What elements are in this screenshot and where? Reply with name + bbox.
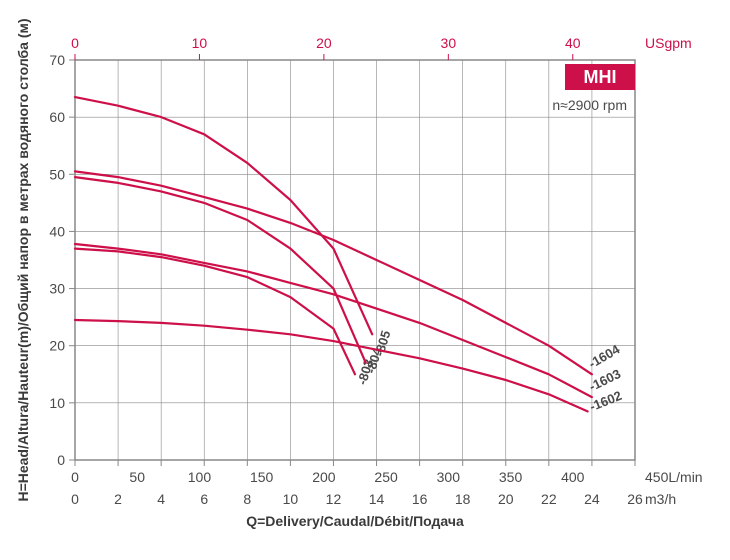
y-tick-label: 40	[49, 223, 65, 239]
x-tick-secondary-label: 300	[437, 469, 461, 485]
x-tick-primary-label: 12	[326, 491, 342, 507]
plot-frame	[75, 60, 635, 460]
x-top-tick-label: 30	[441, 35, 457, 51]
pump-curve-chart: 0102030405060700246810121416182022242605…	[0, 0, 730, 560]
y-tick-label: 50	[49, 166, 65, 182]
x-tick-primary-label: 10	[283, 491, 299, 507]
x-tick-secondary-label: 0	[71, 469, 79, 485]
rpm-info: n≈2900 rpm	[552, 97, 627, 113]
x-tick-secondary-label: 250	[374, 469, 398, 485]
y-tick-label: 30	[49, 281, 65, 297]
x-top-tick-label: 40	[565, 35, 581, 51]
x-tick-primary-label: 20	[498, 491, 514, 507]
x-tick-secondary-label: 50	[129, 469, 145, 485]
x-tick-secondary-label: 150	[250, 469, 274, 485]
y-tick-label: 0	[57, 452, 65, 468]
x-tick-secondary-label: 100	[188, 469, 212, 485]
x-unit-secondary: 450L/min	[645, 469, 703, 485]
x-top-unit: USgpm	[645, 35, 692, 51]
chart-svg: 0102030405060700246810121416182022242605…	[0, 0, 730, 560]
x-tick-secondary-label: 200	[312, 469, 336, 485]
x-top-tick-label: 20	[316, 35, 332, 51]
x-tick-primary-label: 24	[584, 491, 600, 507]
x-tick-secondary-label: 400	[561, 469, 585, 485]
x-unit-primary: m3/h	[645, 491, 676, 507]
x-tick-primary-label: 6	[200, 491, 208, 507]
x-tick-primary-label: 8	[243, 491, 251, 507]
series-label: -805	[372, 329, 394, 358]
x-tick-primary-label: 16	[412, 491, 428, 507]
x-axis-title: Q=Delivery/Caudal/Débit/Подача	[246, 513, 464, 529]
x-top-tick-label: 0	[71, 35, 79, 51]
title-badge-text: MHI	[584, 67, 617, 87]
y-tick-label: 10	[49, 395, 65, 411]
series-curve	[75, 249, 355, 375]
x-top-tick-label: 10	[192, 35, 208, 51]
y-tick-label: 60	[49, 109, 65, 125]
y-axis-title: H=Head/Altura/Hauteur(m)/Общий напор в м…	[15, 18, 31, 501]
x-tick-primary-label: 0	[71, 491, 79, 507]
x-tick-primary-label: 2	[114, 491, 122, 507]
x-tick-secondary-label: 350	[499, 469, 523, 485]
x-tick-primary-label: 22	[541, 491, 557, 507]
y-tick-label: 70	[49, 52, 65, 68]
x-tick-primary-label: 4	[157, 491, 165, 507]
x-tick-primary-label: 26	[627, 491, 643, 507]
y-tick-label: 20	[49, 338, 65, 354]
series-curve	[75, 97, 372, 334]
series-curve	[75, 320, 588, 411]
x-tick-primary-label: 18	[455, 491, 471, 507]
x-tick-primary-label: 14	[369, 491, 385, 507]
